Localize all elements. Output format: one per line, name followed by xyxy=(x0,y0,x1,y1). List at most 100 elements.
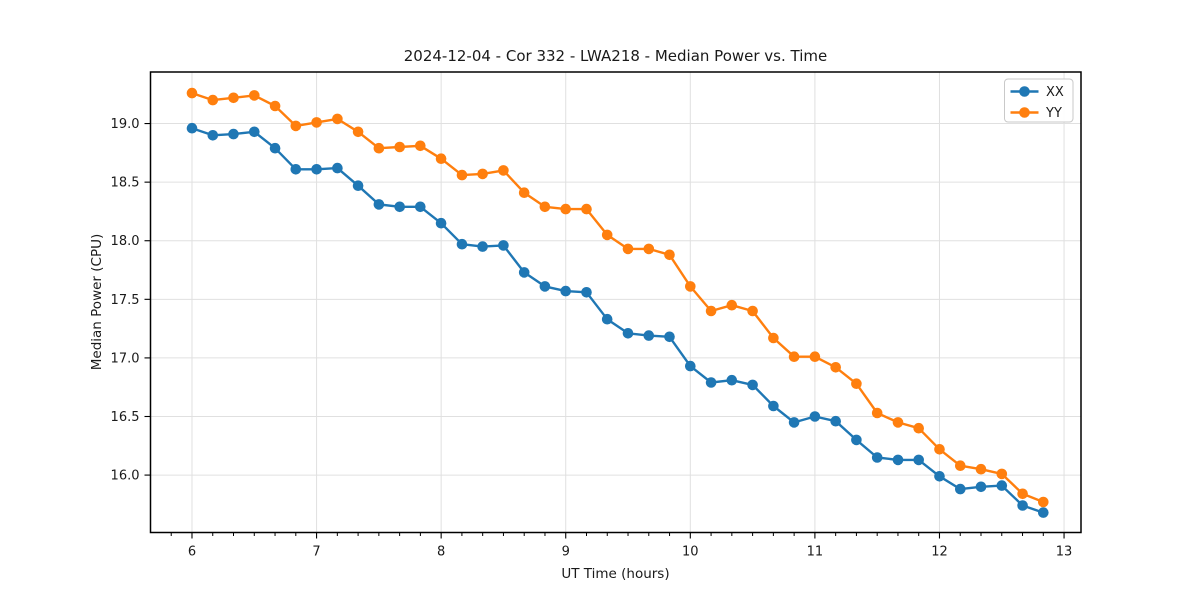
data-point xyxy=(539,201,551,213)
y-tick-label-17: 17.0 xyxy=(111,351,140,366)
y-ticks: 16.0 16.5 17.0 17.5 18.0 18.5 19.0 xyxy=(111,117,151,484)
y-tick-label-19: 19.0 xyxy=(111,117,140,132)
data-point xyxy=(664,331,675,343)
series-YY-line xyxy=(191,91,1044,504)
x-tick-label-9: 9 xyxy=(562,545,570,560)
data-point xyxy=(415,201,426,213)
data-point xyxy=(685,281,696,292)
data-point xyxy=(975,463,987,475)
legend: XX YY xyxy=(1004,78,1074,123)
data-point xyxy=(996,468,1008,480)
data-point xyxy=(892,454,904,466)
x-tick-label-10: 10 xyxy=(682,545,699,560)
data-point xyxy=(955,483,966,495)
x-tick-label-7: 7 xyxy=(312,545,320,560)
data-point xyxy=(560,203,571,215)
series-XX xyxy=(186,122,1049,518)
data-point xyxy=(955,460,966,472)
data-point xyxy=(581,287,592,298)
data-point xyxy=(456,169,468,181)
x-tick-label-11: 11 xyxy=(807,545,824,560)
data-point xyxy=(768,400,779,412)
data-point xyxy=(871,407,883,419)
data-point xyxy=(249,126,260,138)
grid xyxy=(150,72,1081,533)
data-point xyxy=(228,128,239,140)
data-point xyxy=(747,305,758,317)
data-point xyxy=(228,92,239,104)
data-point xyxy=(373,199,385,210)
data-point xyxy=(809,351,821,363)
data-point xyxy=(435,217,447,229)
data-point xyxy=(913,422,924,434)
data-point xyxy=(788,417,800,428)
data-point xyxy=(975,481,987,493)
legend-label-YY: YY xyxy=(1045,106,1062,121)
data-point xyxy=(705,377,717,388)
data-point xyxy=(477,168,488,180)
data-point xyxy=(498,165,509,176)
data-point xyxy=(560,285,571,297)
data-point xyxy=(788,351,800,363)
data-point xyxy=(269,100,281,112)
data-point xyxy=(311,117,322,128)
data-point xyxy=(186,122,198,134)
data-point xyxy=(747,379,758,391)
data-point xyxy=(643,243,655,255)
data-point xyxy=(498,240,509,251)
x-axis-label: UT Time (hours) xyxy=(561,566,670,582)
x-ticks: 6 7 8 9 10 11 12 13 xyxy=(188,532,1073,560)
y-tick-label-16.5: 16.5 xyxy=(111,410,140,425)
data-point xyxy=(830,415,841,427)
x-tick-label-6: 6 xyxy=(188,545,196,560)
data-point xyxy=(539,281,551,292)
data-point xyxy=(934,471,945,482)
data-point xyxy=(622,328,634,339)
data-point xyxy=(290,164,302,175)
data-point xyxy=(851,378,862,390)
x-tick-label-8: 8 xyxy=(437,545,445,560)
data-point xyxy=(332,162,343,174)
data-point xyxy=(207,94,219,106)
data-point xyxy=(415,140,426,152)
data-point xyxy=(664,249,675,261)
legend-marker-YY xyxy=(1019,107,1030,118)
data-point xyxy=(996,480,1008,491)
data-point xyxy=(1038,496,1049,508)
data-point xyxy=(622,243,634,255)
data-point xyxy=(871,452,883,463)
data-point xyxy=(601,313,613,325)
data-point xyxy=(352,126,364,138)
x-tick-label-12: 12 xyxy=(931,545,948,560)
data-point xyxy=(1017,488,1028,500)
series-XX-line xyxy=(191,127,1044,514)
data-point xyxy=(435,153,447,164)
data-point xyxy=(581,203,592,215)
data-point xyxy=(705,305,717,317)
data-point xyxy=(768,332,779,344)
data-point xyxy=(1017,500,1028,511)
data-point xyxy=(851,434,862,446)
series-YY xyxy=(186,87,1049,508)
y-tick-label-17.5: 17.5 xyxy=(111,293,140,308)
data-point xyxy=(913,454,924,466)
data-point xyxy=(373,142,385,154)
data-point xyxy=(332,113,343,125)
data-point xyxy=(352,180,364,191)
data-point xyxy=(207,130,219,141)
data-point xyxy=(643,330,655,341)
data-point xyxy=(892,417,904,428)
data-point xyxy=(809,411,821,422)
data-point xyxy=(249,90,260,101)
data-point xyxy=(830,362,841,373)
x-tick-label-13: 13 xyxy=(1056,545,1073,560)
y-tick-label-18.5: 18.5 xyxy=(111,176,140,191)
data-point xyxy=(1038,507,1049,518)
data-point xyxy=(934,444,945,455)
data-point xyxy=(186,87,198,99)
data-point xyxy=(518,187,530,198)
data-point xyxy=(518,267,530,278)
y-tick-label-18: 18.0 xyxy=(111,234,140,249)
